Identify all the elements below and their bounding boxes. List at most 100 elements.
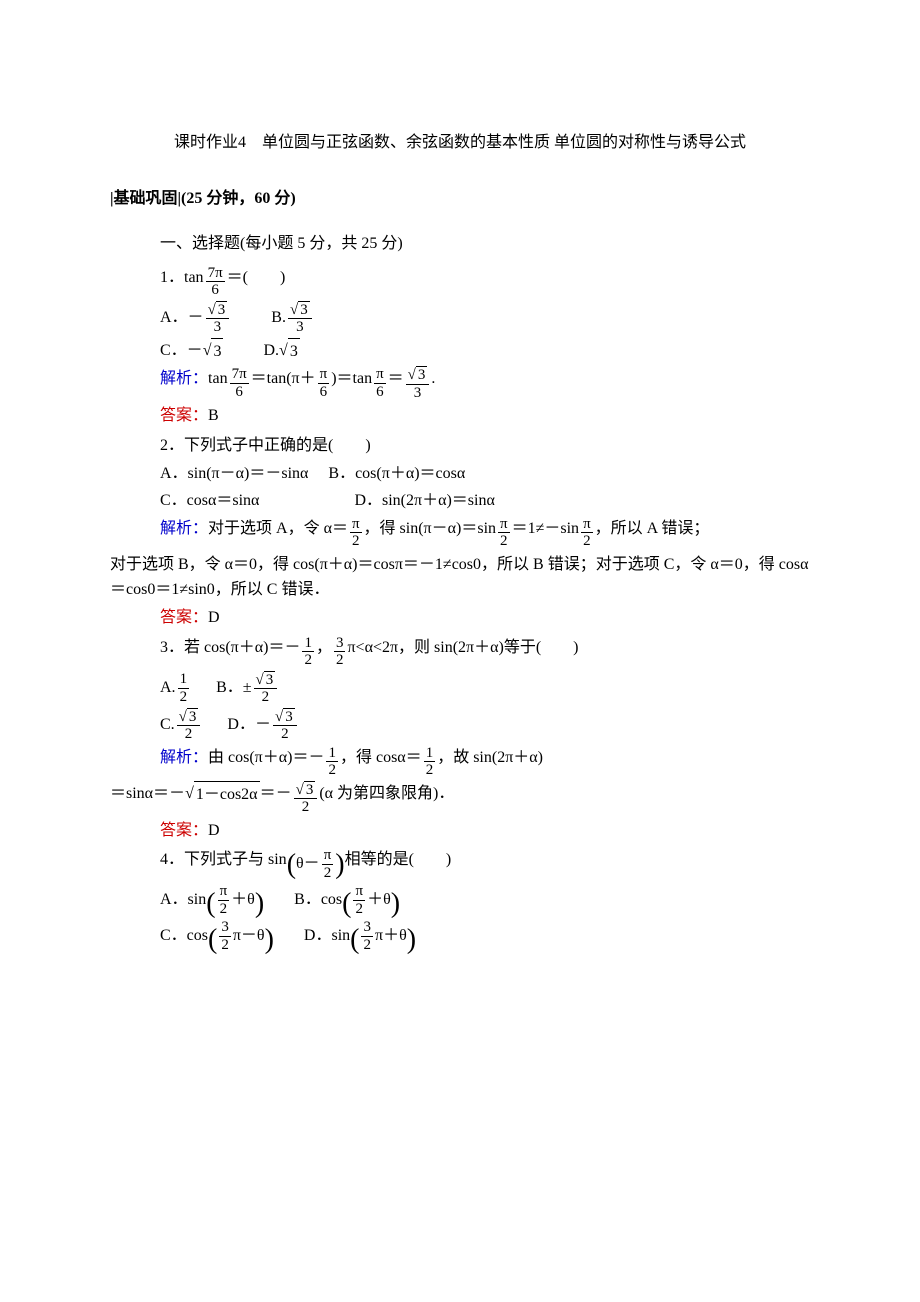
- paren-close-icon: ): [265, 926, 274, 954]
- opt-label: A．－: [160, 305, 204, 331]
- frac-den: 2: [326, 762, 338, 779]
- q2-opts-cd: C．cosα＝sinα D．sin(2π＋α)＝sinα: [160, 488, 810, 514]
- q2-answer: 答案：D: [160, 605, 810, 631]
- sqrt-val: 3: [216, 301, 228, 319]
- frac-den: 2: [219, 937, 231, 954]
- answer-label: 答案：: [160, 822, 208, 839]
- sqrt-icon: [208, 302, 216, 318]
- text: ＝1≠－sin: [512, 516, 579, 542]
- opt-label: C.: [160, 712, 175, 738]
- sqrt-val: 3: [283, 708, 295, 726]
- text: π<α<2π，则 sin(2π＋α)等于( ): [347, 635, 578, 661]
- answer-label: 答案：: [160, 407, 208, 424]
- sqrt-icon: [279, 338, 288, 364]
- q1-frac: 7π 6: [206, 265, 225, 299]
- frac-num: 7π: [230, 366, 249, 384]
- q2-explanation-l1: 解析： 对于选项 A，令 α＝ π2 ，得 sin(π－α)＝sin π2 ＝1…: [160, 516, 810, 550]
- q3-opts-ab: A. 12 B．± 32: [160, 671, 810, 706]
- text: .: [431, 366, 435, 392]
- text: 对于选项 A，令 α＝: [208, 516, 348, 542]
- frac-den: 2: [334, 652, 346, 669]
- text: (α 为第四象限角)．: [319, 781, 454, 807]
- frac-den: 2: [183, 726, 195, 743]
- frac-num: 3: [177, 708, 201, 727]
- frac-den: 6: [209, 282, 221, 299]
- text: 相等的是( ): [345, 847, 452, 873]
- opt-label: D．－: [227, 712, 271, 738]
- text: ＝sinα＝－: [110, 781, 185, 807]
- frac-den: 2: [498, 533, 510, 550]
- frac: 12: [178, 671, 190, 705]
- frac-den: 2: [581, 533, 593, 550]
- q3-opt-c: C. 32: [160, 708, 202, 743]
- q4-opt-a: A．sin ( π2 ＋θ ): [160, 883, 264, 917]
- frac: 3 3: [206, 301, 230, 336]
- paren-open-icon: (: [206, 890, 215, 918]
- sqrt-icon: [179, 709, 187, 725]
- frac: 33: [406, 366, 430, 401]
- frac-num: π: [322, 847, 334, 865]
- frac: 32: [361, 919, 373, 953]
- frac-den: 2: [354, 901, 366, 918]
- q3-answer: 答案：D: [160, 818, 810, 844]
- text: 3．若 cos(π＋α)＝－: [160, 635, 300, 661]
- paren-open-icon: (: [208, 926, 217, 954]
- frac: 32: [177, 708, 201, 743]
- sqrt-icon: [408, 367, 416, 383]
- text: 4．下列式子与 sin: [160, 847, 287, 873]
- text: )＝tan: [331, 366, 372, 392]
- q3-explanation-l1: 解析： 由 cos(π＋α)＝－ 12 ，得 cosα＝ 12 ，故 sin(2…: [160, 745, 810, 779]
- sqrt-val: 1－cos2α: [194, 781, 260, 808]
- text: tan: [208, 366, 228, 392]
- q1-opts-ab: A．－ 3 3 B. 3 3: [160, 301, 810, 336]
- paren-content: θ－ π2: [296, 847, 335, 881]
- frac-num: 1: [178, 671, 190, 689]
- frac: 7π6: [230, 366, 249, 400]
- opt-label: C．－: [160, 338, 203, 364]
- frac-den: 2: [218, 901, 230, 918]
- frac: 32: [334, 635, 346, 669]
- q3-opts-cd: C. 32 D．－ 32: [160, 708, 810, 743]
- opt-label: A．sin: [160, 887, 206, 913]
- page-title: 课时作业4 单位圆与正弦函数、余弦函数的基本性质 单位圆的对称性与诱导公式: [110, 130, 810, 156]
- explain-label: 解析：: [160, 516, 208, 542]
- q2-explanation-l2: 对于选项 B，令 α＝0，得 cos(π＋α)＝cosπ＝－1≠cos0，所以 …: [110, 552, 810, 603]
- q2-opt-a: A．sin(π－α)＝－sinα: [160, 461, 308, 487]
- frac-num: 1: [326, 745, 338, 763]
- frac-num: 3: [206, 301, 230, 320]
- frac-den: 3: [212, 319, 224, 336]
- paren-open-icon: (: [350, 926, 359, 954]
- sqrt-icon: [275, 709, 283, 725]
- text: θ－: [296, 851, 320, 877]
- q2-opt-c: C．cosα＝sinα: [160, 488, 259, 514]
- sqrt-icon: [203, 338, 212, 364]
- frac: 12: [302, 635, 314, 669]
- opt-label: D.: [263, 338, 279, 364]
- frac-num: 3: [361, 919, 373, 937]
- frac-den: 2: [178, 689, 190, 706]
- text: π＋θ: [375, 923, 407, 949]
- opt-label: A.: [160, 675, 176, 701]
- sqrt-icon: [290, 302, 298, 318]
- frac: π2: [581, 516, 593, 550]
- frac-den: 2: [424, 762, 436, 779]
- frac-den: 2: [279, 726, 291, 743]
- q1-stem: 1．tan 7π 6 ＝( ): [160, 265, 810, 299]
- q2-stem: 2．下列式子中正确的是( ): [160, 433, 810, 459]
- paren-close-icon: ): [335, 851, 344, 879]
- paren-open-icon: (: [342, 890, 351, 918]
- sqrt-val: 3: [288, 338, 300, 365]
- frac-den: 6: [233, 384, 245, 401]
- frac-num: 3: [273, 708, 297, 727]
- q1-answer: 答案：B: [160, 403, 810, 429]
- q4-opt-c: C．cos ( 32 π－θ ): [160, 919, 274, 953]
- frac-num: π: [318, 366, 330, 384]
- text: π－θ: [233, 923, 265, 949]
- frac: 12: [326, 745, 338, 779]
- sqrt-icon: [296, 782, 304, 798]
- section-header: |基础巩固|(25 分钟，60 分): [110, 186, 810, 212]
- frac: 32: [273, 708, 297, 743]
- frac-den: 3: [294, 319, 306, 336]
- text: ＋θ: [367, 887, 391, 913]
- text: ，: [316, 635, 332, 661]
